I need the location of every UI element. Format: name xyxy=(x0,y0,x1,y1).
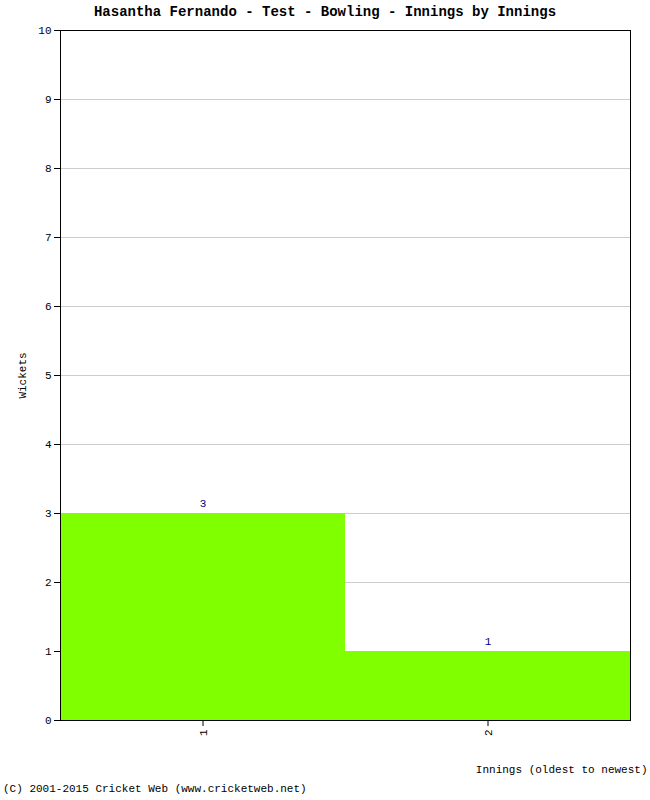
svg-text:6: 6 xyxy=(45,301,52,313)
svg-text:0: 0 xyxy=(45,715,52,727)
svg-text:3: 3 xyxy=(45,508,52,520)
svg-text:Wickets: Wickets xyxy=(17,352,29,398)
svg-text:1: 1 xyxy=(198,729,210,736)
svg-text:3: 3 xyxy=(200,498,207,510)
html-text:(C) 2001-2015 Cricket Web (www: (C) 2001-2015 Cricket Web (www.cricketwe… xyxy=(3,783,307,795)
html-text:Hasantha Fernando - Test - Bow: Hasantha Fernando - Test - Bowling - Inn… xyxy=(94,4,556,20)
svg-text:1: 1 xyxy=(485,636,492,648)
svg-text:5: 5 xyxy=(45,370,52,382)
svg-text:9: 9 xyxy=(45,94,52,106)
svg-text:10: 10 xyxy=(38,25,51,37)
svg-text:2: 2 xyxy=(483,730,495,737)
svg-text:Innings (oldest to newest): Innings (oldest to newest) xyxy=(476,764,648,776)
svg-text:1: 1 xyxy=(45,646,52,658)
svg-text:4: 4 xyxy=(45,439,52,451)
svg-text:2: 2 xyxy=(45,577,52,589)
svg-text:8: 8 xyxy=(45,163,52,175)
svg-text:7: 7 xyxy=(45,232,52,244)
